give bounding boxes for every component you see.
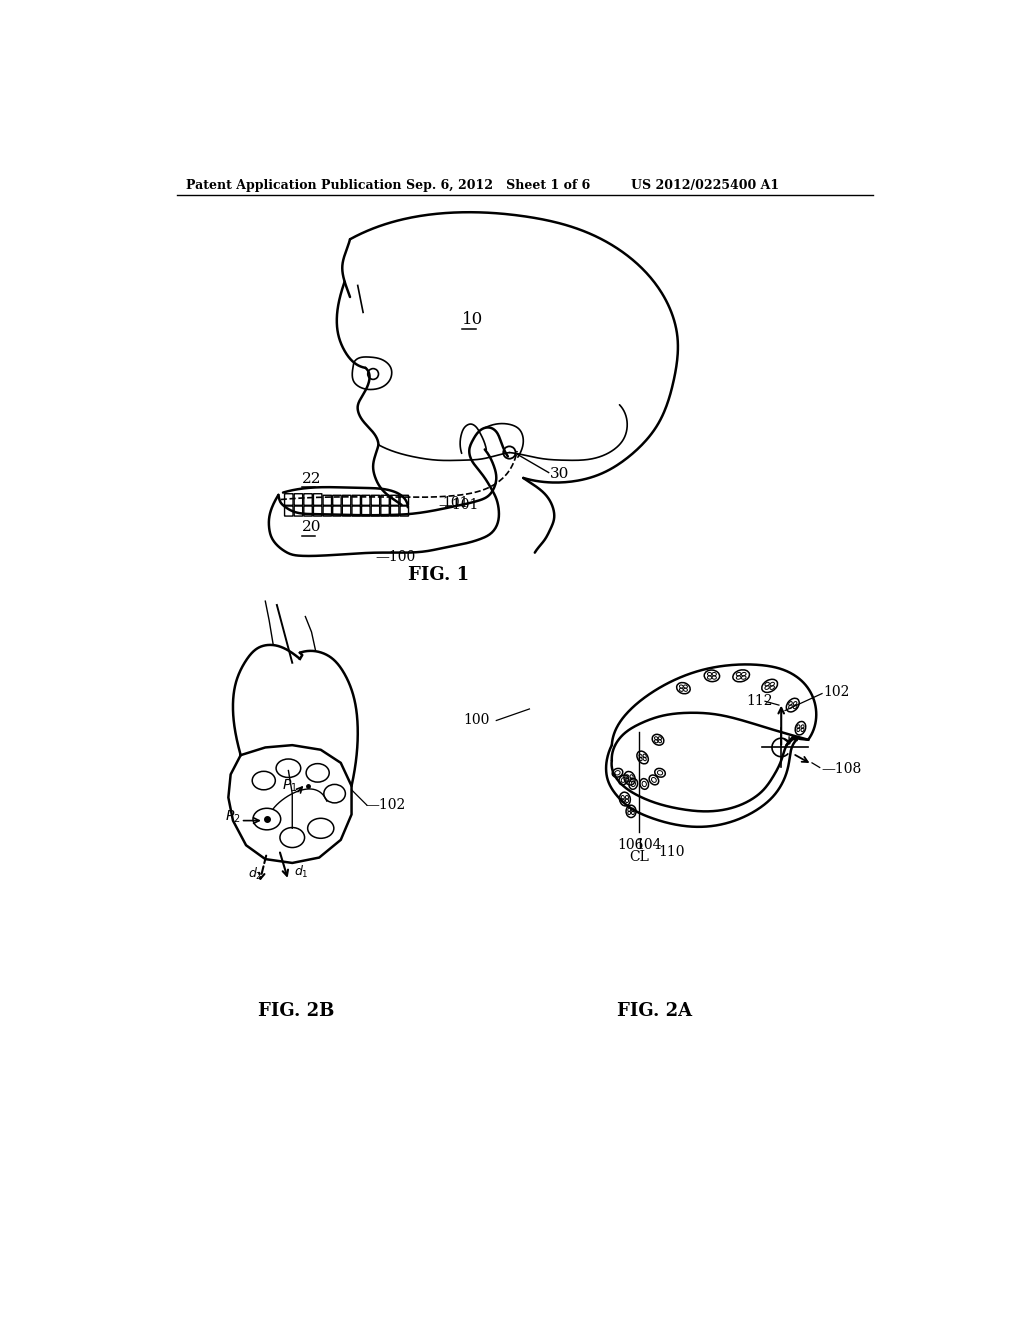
FancyBboxPatch shape	[352, 495, 360, 506]
Text: Sep. 6, 2012   Sheet 1 of 6: Sep. 6, 2012 Sheet 1 of 6	[407, 178, 591, 191]
FancyBboxPatch shape	[381, 495, 389, 506]
Text: —101: —101	[438, 498, 479, 512]
Text: CL: CL	[630, 850, 649, 863]
FancyBboxPatch shape	[361, 506, 370, 516]
FancyBboxPatch shape	[333, 506, 341, 516]
FancyBboxPatch shape	[323, 495, 332, 506]
FancyBboxPatch shape	[342, 506, 351, 516]
FancyBboxPatch shape	[390, 495, 399, 506]
Text: US 2012/0225400 A1: US 2012/0225400 A1	[631, 178, 779, 191]
Text: 110: 110	[658, 845, 684, 859]
FancyBboxPatch shape	[304, 494, 312, 506]
Text: FIG. 2B: FIG. 2B	[258, 1002, 334, 1019]
Text: FIG. 2A: FIG. 2A	[616, 1002, 692, 1019]
FancyBboxPatch shape	[313, 494, 322, 506]
Text: $d_2$: $d_2$	[249, 866, 263, 883]
FancyBboxPatch shape	[400, 506, 409, 516]
Text: $P_2$: $P_2$	[225, 809, 241, 825]
Text: —102: —102	[366, 799, 406, 812]
FancyBboxPatch shape	[361, 495, 370, 506]
FancyBboxPatch shape	[285, 506, 293, 516]
FancyBboxPatch shape	[390, 506, 399, 516]
Text: 100: 100	[463, 714, 489, 727]
Text: 22: 22	[301, 471, 321, 486]
FancyBboxPatch shape	[294, 506, 303, 516]
FancyBboxPatch shape	[371, 495, 380, 506]
Text: 20: 20	[301, 520, 321, 535]
FancyBboxPatch shape	[323, 506, 332, 516]
FancyBboxPatch shape	[352, 506, 360, 516]
Text: 10: 10	[462, 310, 483, 327]
Text: 112: 112	[746, 694, 773, 709]
Text: 101: 101	[442, 496, 469, 511]
FancyBboxPatch shape	[342, 495, 351, 506]
FancyBboxPatch shape	[371, 506, 380, 516]
FancyBboxPatch shape	[304, 506, 312, 516]
Text: $P_1$: $P_1$	[283, 777, 298, 795]
Text: 104: 104	[635, 838, 662, 851]
FancyBboxPatch shape	[285, 494, 293, 506]
Text: 106: 106	[617, 838, 643, 851]
FancyBboxPatch shape	[381, 506, 389, 516]
FancyBboxPatch shape	[333, 495, 341, 506]
Text: Patent Application Publication: Patent Application Publication	[186, 178, 401, 191]
Text: FIG. 1: FIG. 1	[408, 566, 469, 585]
Text: 102: 102	[823, 685, 850, 700]
FancyBboxPatch shape	[313, 506, 322, 516]
Text: —100: —100	[376, 550, 416, 564]
FancyBboxPatch shape	[400, 495, 409, 506]
Text: —108: —108	[821, 762, 861, 776]
Text: $d_1$: $d_1$	[294, 865, 308, 880]
Text: 30: 30	[550, 467, 569, 480]
FancyBboxPatch shape	[294, 494, 303, 506]
